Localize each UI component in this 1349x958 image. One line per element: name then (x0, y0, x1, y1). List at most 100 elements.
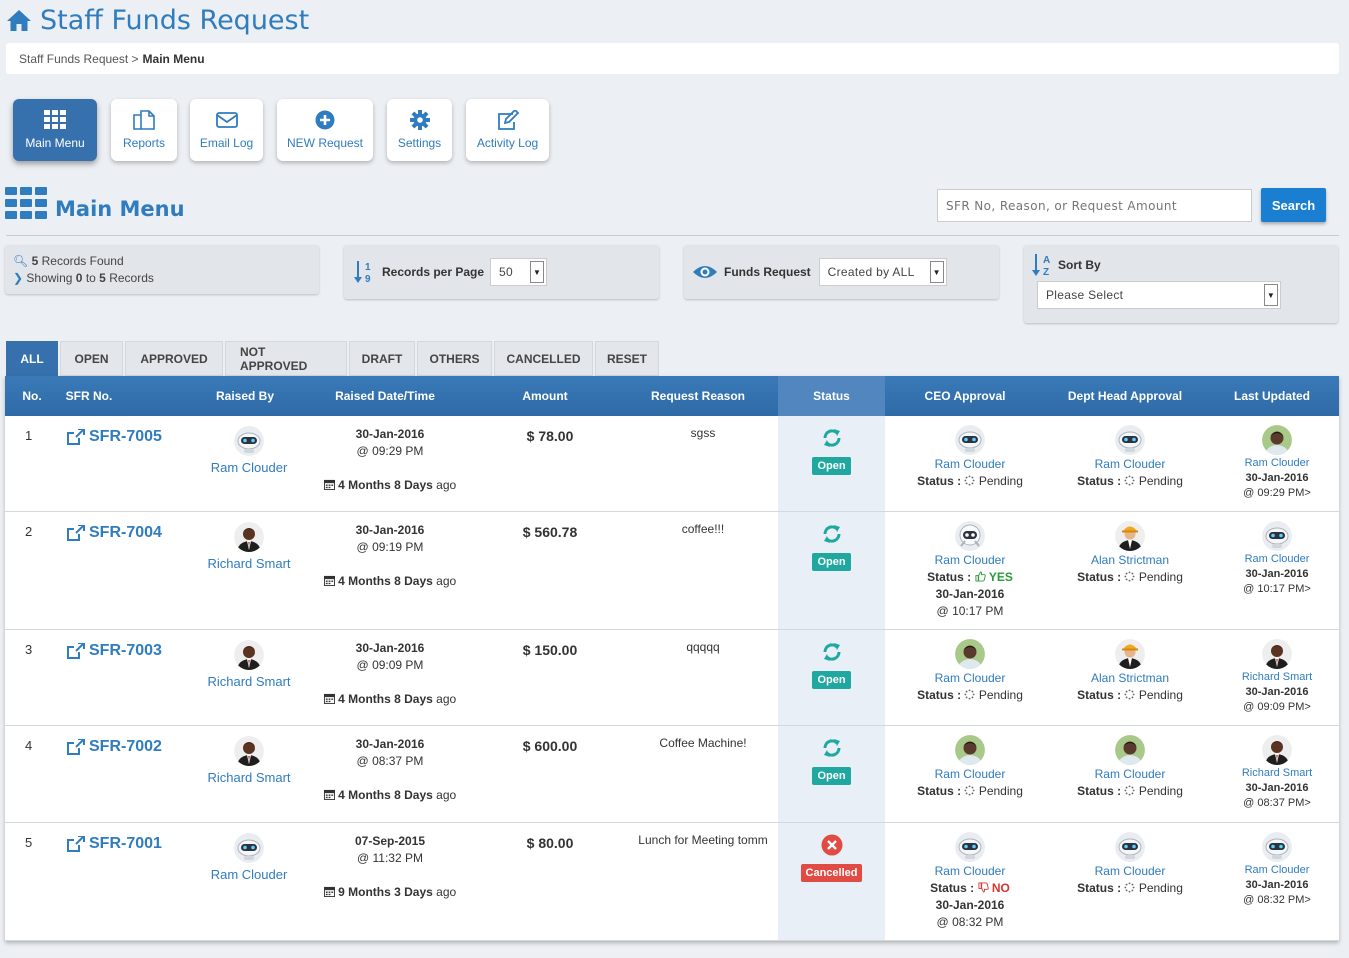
table-row[interactable]: 3 SFR-7003 Richard Smart 30-Jan-2016 @ 0… (5, 630, 1339, 726)
reports-button[interactable]: Reports (111, 99, 177, 161)
updated-date: 30-Jan-2016 (1245, 782, 1309, 794)
sort-by-select[interactable]: Please Select ▼ (1037, 281, 1281, 309)
raised-date: 30-Jan-2016 @ 09:29 PM 4 Months 8 Days a… (310, 426, 470, 494)
col-request-reason[interactable]: Request Reason (650, 389, 746, 403)
chevron-down-icon: ▼ (1264, 284, 1278, 306)
dept-head-status: Status : Pending (1045, 569, 1215, 586)
col-sfr-no[interactable]: SFR No. (65, 389, 113, 403)
ceo-name[interactable]: Ram Clouder (934, 767, 1006, 781)
new-request-button[interactable]: NEW Request (277, 99, 373, 161)
sfr-link[interactable]: SFR-7004 (67, 524, 162, 542)
ceo-name[interactable]: Ram Clouder (934, 457, 1006, 471)
raised-by-name[interactable]: Richard Smart (207, 556, 291, 571)
col-ceo-approval[interactable]: CEO Approval (924, 389, 1006, 403)
refresh-icon[interactable] (820, 736, 844, 760)
raised-by-name[interactable]: Ram Clouder (210, 867, 288, 882)
breadcrumb-current: Main Menu (142, 51, 205, 66)
refresh-icon[interactable] (820, 426, 844, 450)
sfr-number: SFR-7004 (89, 524, 162, 541)
refresh-icon[interactable] (820, 522, 844, 546)
sfr-link[interactable]: SFR-7002 (67, 738, 162, 756)
external-link-icon (67, 738, 85, 755)
dept-head-approval: Alan Strictman Status : Pending (1045, 521, 1215, 586)
page-title: Staff Funds Request (6, 4, 309, 36)
row-number: 3 (25, 642, 33, 657)
new-request-label: NEW Request (286, 136, 364, 150)
tab-not-approved[interactable]: NOT APPROVED (225, 341, 347, 376)
tab-cancelled[interactable]: CANCELLED (494, 341, 593, 376)
table-row[interactable]: 1 SFR-7005 Ram Clouder 30-Jan-2016 @ 09:… (5, 416, 1339, 512)
updated-by-name[interactable]: Ram Clouder (1244, 864, 1310, 876)
tab-others[interactable]: OTHERS (417, 341, 492, 376)
cancel-icon[interactable] (821, 834, 843, 856)
status-prefix: Status : (917, 784, 962, 798)
activity-log-button[interactable]: Activity Log (466, 99, 549, 161)
search-input[interactable] (937, 189, 1252, 222)
col-dept-head-approval[interactable]: Dept Head Approval (1067, 389, 1183, 403)
updated-by-name[interactable]: Ram Clouder (1244, 457, 1310, 469)
dept-head-approval: Ram Clouder Status : Pending (1045, 735, 1215, 800)
table-row[interactable]: 5 SFR-7001 Ram Clouder 07-Sep-2015 @ 11:… (5, 823, 1339, 941)
ceo-name[interactable]: Ram Clouder (934, 864, 1006, 878)
photo-avatar (955, 735, 985, 765)
sort-by-label: Sort By (1058, 258, 1101, 272)
tab-draft[interactable]: DRAFT (349, 341, 415, 376)
tab-open[interactable]: OPEN (60, 341, 123, 376)
updated-by-name[interactable]: Ram Clouder (1244, 553, 1310, 565)
sort-alpha-icon: AZ (1032, 254, 1050, 278)
col-raised-by[interactable]: Raised By (215, 389, 275, 403)
table-row[interactable]: 4 SFR-7002 Richard Smart 30-Jan-2016 @ 0… (5, 726, 1339, 823)
records-per-page-select[interactable]: 50 ▼ (490, 258, 548, 286)
ceo-name[interactable]: Ram Clouder (934, 553, 1006, 567)
dept-head-name[interactable]: Ram Clouder (1094, 767, 1166, 781)
tab-all[interactable]: ALL (6, 341, 58, 376)
raised-date: 30-Jan-2016 @ 08:37 PM 4 Months 8 Days a… (310, 736, 470, 804)
col-amount[interactable]: Amount (522, 389, 568, 403)
table-row[interactable]: 2 SFR-7004 Richard Smart 30-Jan-2016 @ 0… (5, 512, 1339, 630)
updated-date: 30-Jan-2016 (1245, 472, 1309, 484)
search-button[interactable]: Search (1261, 188, 1326, 222)
col-last-updated[interactable]: Last Updated (1233, 389, 1310, 403)
ceo-approval: Ram Clouder Status : NO 30-Jan-2016 @ 08… (885, 832, 1055, 931)
refresh-icon[interactable] (820, 640, 844, 664)
raised-date-value: 30-Jan-2016 (355, 523, 425, 537)
dept-head-name[interactable]: Alan Strictman (1090, 553, 1170, 567)
showing-to-label: to (85, 271, 96, 285)
photo-avatar (1262, 425, 1292, 455)
settings-button[interactable]: Settings (387, 99, 452, 161)
col-no[interactable]: No. (22, 389, 42, 403)
col-status[interactable]: Status (778, 376, 885, 416)
sfr-link[interactable]: SFR-7001 (67, 835, 162, 853)
status-prefix: Status : (1077, 474, 1122, 488)
dept-head-name[interactable]: Ram Clouder (1094, 864, 1166, 878)
raised-by-name[interactable]: Richard Smart (207, 674, 291, 689)
raised-by-name[interactable]: Richard Smart (207, 770, 291, 785)
main-menu-button[interactable]: Main Menu (13, 99, 97, 161)
email-log-button[interactable]: Email Log (190, 99, 263, 161)
col-raised-date[interactable]: Raised Date/Time (335, 389, 435, 403)
photo-avatar (1115, 735, 1145, 765)
tab-approved[interactable]: APPROVED (125, 341, 223, 376)
email-log-label: Email Log (199, 136, 254, 150)
suit-avatar (234, 522, 264, 552)
robot-avatar (955, 521, 985, 551)
funds-request-select[interactable]: Created by ALL ▼ (818, 258, 947, 286)
last-updated: Richard Smart 30-Jan-2016 @ 09:09 PM> (1217, 639, 1337, 715)
sfr-link[interactable]: SFR-7005 (67, 428, 162, 446)
home-icon (7, 10, 31, 31)
status-tabs: ALL OPEN APPROVED NOT APPROVED DRAFT OTH… (6, 341, 659, 376)
status-badge: Cancelled (800, 864, 863, 882)
dept-head-name[interactable]: Ram Clouder (1094, 457, 1166, 471)
updated-by-name[interactable]: Richard Smart (1241, 671, 1313, 683)
elapsed-time: 4 Months 8 Days ago (310, 787, 470, 804)
dept-head-name[interactable]: Alan Strictman (1090, 671, 1170, 685)
raised-by-name[interactable]: Ram Clouder (210, 460, 288, 475)
last-updated: Ram Clouder 30-Jan-2016 @ 10:17 PM> (1217, 521, 1337, 597)
updated-by-name[interactable]: Richard Smart (1241, 767, 1313, 779)
breadcrumb-parent[interactable]: Staff Funds Request > (19, 51, 139, 66)
tab-reset[interactable]: RESET (595, 341, 659, 376)
updated-date: 30-Jan-2016 (1245, 686, 1309, 698)
raised-time-value: @ 08:37 PM (356, 754, 424, 768)
ceo-name[interactable]: Ram Clouder (934, 671, 1006, 685)
sfr-link[interactable]: SFR-7003 (67, 642, 162, 660)
